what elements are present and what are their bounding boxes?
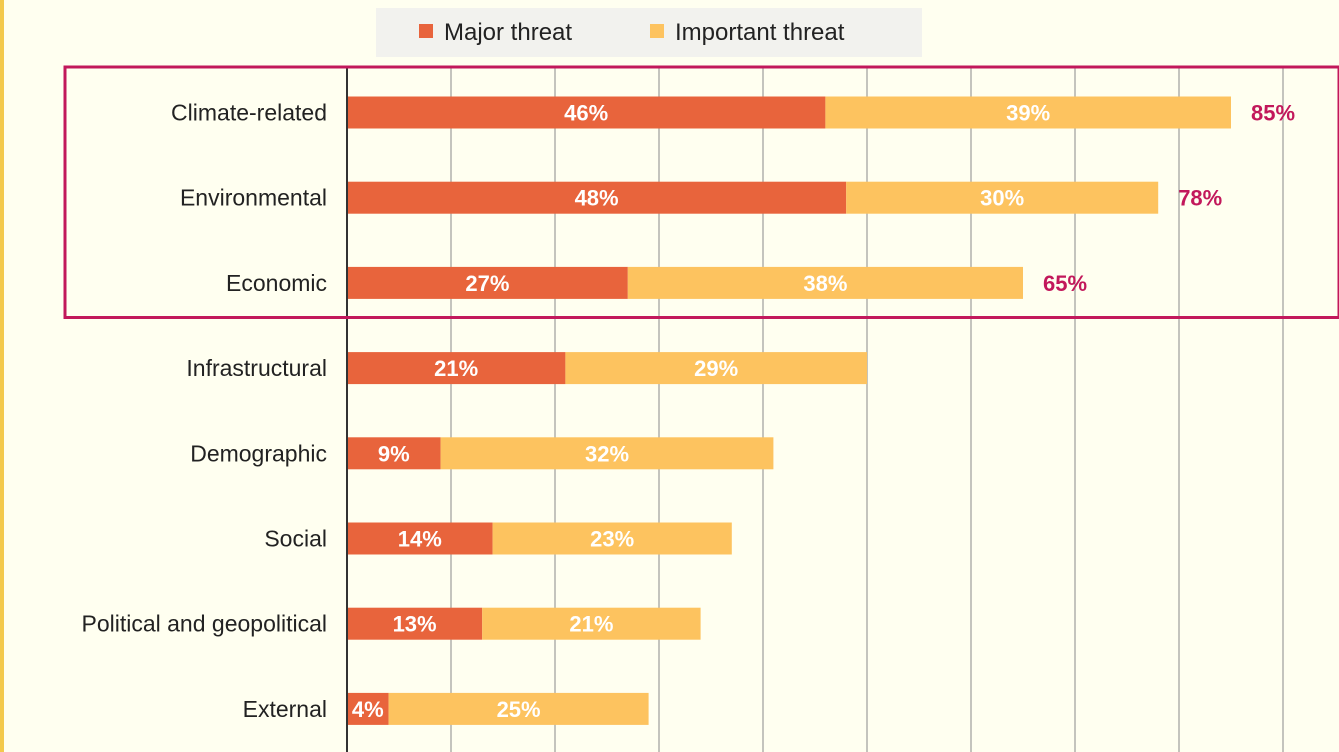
- legend-swatch-major: [419, 24, 433, 38]
- bar-value-label: 30%: [980, 186, 1024, 211]
- bar-major-threat: [347, 607, 483, 640]
- bar-value-label: 46%: [564, 101, 608, 126]
- bar-major-threat: [347, 266, 628, 299]
- highlight-box: [63, 65, 1339, 319]
- bar-major-threat: [347, 181, 847, 214]
- bar-major-threat: [347, 96, 826, 129]
- bar-important-threat: [492, 522, 732, 555]
- bar-value-label: 38%: [803, 271, 847, 296]
- bar-important-threat: [627, 266, 1023, 299]
- bar-value-label: 48%: [575, 186, 619, 211]
- bar-major-threat: [347, 692, 389, 725]
- bar-value-label: 25%: [497, 697, 541, 722]
- bar-value-label: 13%: [393, 612, 437, 637]
- category-label: Climate-related: [171, 100, 327, 126]
- bar-important-threat: [482, 607, 701, 640]
- legend-label-major: Major threat: [444, 19, 572, 46]
- bar-value-label: 21%: [569, 612, 613, 637]
- bar-important-threat: [565, 352, 867, 385]
- legend-swatch-important: [650, 24, 664, 38]
- legend-label-important: Important threat: [675, 19, 845, 46]
- bar-value-label: 14%: [398, 527, 442, 552]
- category-label: Environmental: [180, 185, 327, 211]
- bar-major-threat: [347, 437, 441, 470]
- category-label: Social: [264, 526, 327, 552]
- bar-important-threat: [846, 181, 1159, 214]
- total-value-label: 65%: [1043, 271, 1087, 296]
- bar-important-threat: [440, 437, 774, 470]
- bar-value-label: 23%: [590, 527, 634, 552]
- bar-value-label: 27%: [465, 271, 509, 296]
- category-label: Political and geopolitical: [82, 611, 328, 637]
- category-label: Infrastructural: [186, 355, 327, 381]
- bar-value-label: 21%: [434, 356, 478, 381]
- category-label: Demographic: [190, 440, 327, 466]
- left-accent-strip: [0, 0, 4, 752]
- bar-major-threat: [347, 352, 566, 385]
- bar-important-threat: [825, 96, 1231, 129]
- bar-value-label: 4%: [352, 697, 384, 722]
- bar-important-threat: [388, 692, 649, 725]
- legend-box: [376, 8, 922, 57]
- bar-value-label: 29%: [694, 356, 738, 381]
- bar-major-threat: [347, 522, 493, 555]
- bar-value-label: 32%: [585, 441, 629, 466]
- category-label: Economic: [226, 270, 327, 296]
- category-label: External: [243, 696, 327, 722]
- total-value-label: 85%: [1251, 101, 1295, 126]
- total-value-label: 78%: [1178, 186, 1222, 211]
- bar-value-label: 9%: [378, 441, 410, 466]
- bar-value-label: 39%: [1006, 101, 1050, 126]
